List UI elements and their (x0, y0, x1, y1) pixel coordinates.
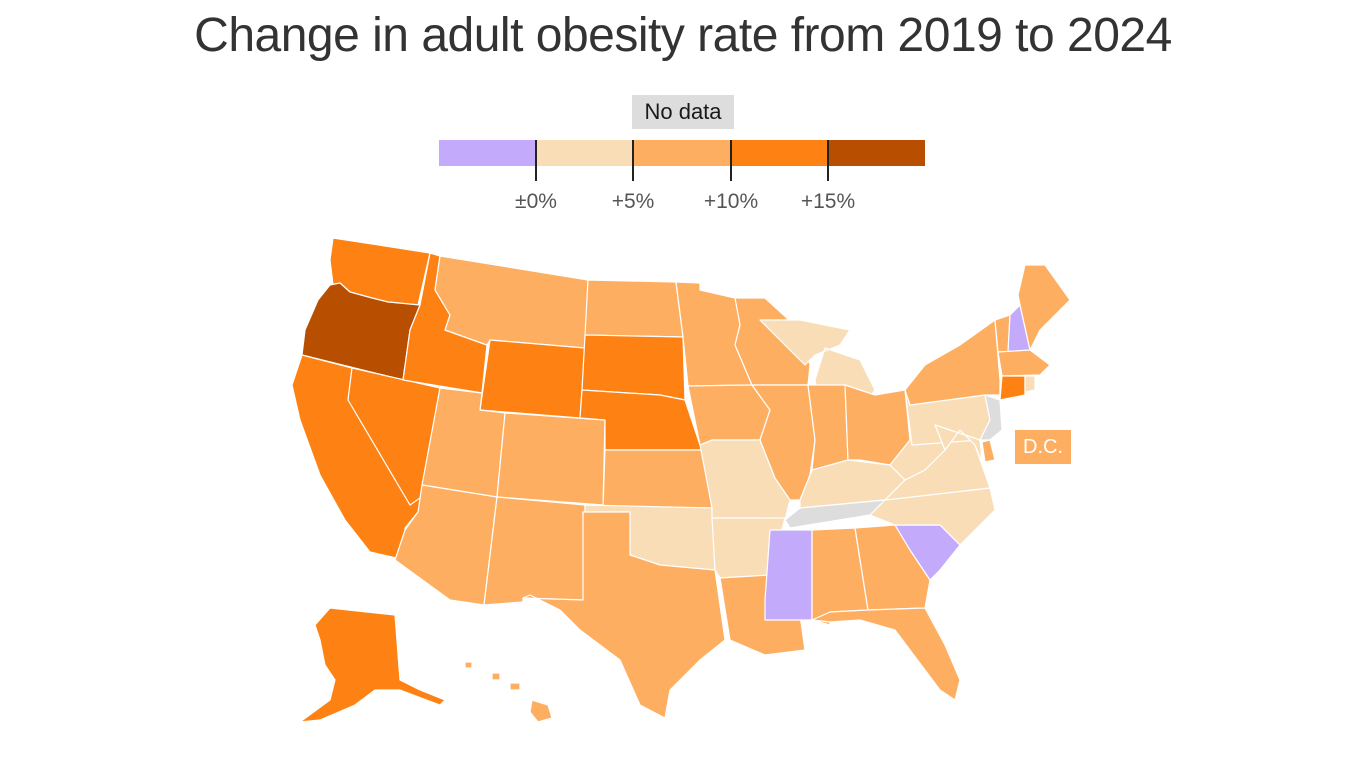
state-wy[interactable] (479, 339, 586, 419)
legend-bin-3 (730, 140, 828, 166)
state-nd[interactable] (584, 279, 684, 338)
state-tx[interactable] (522, 511, 726, 719)
state-ri[interactable] (1024, 375, 1036, 393)
state-mt[interactable] (434, 255, 589, 349)
legend-bin-4 (827, 140, 926, 166)
legend-no-data: No data (632, 95, 734, 129)
chart-title: Change in adult obesity rate from 2019 t… (194, 9, 1172, 62)
state-sd[interactable] (581, 334, 686, 401)
state-in[interactable] (807, 384, 849, 471)
state-co[interactable] (496, 412, 606, 506)
legend-bin-0 (439, 140, 537, 166)
state-nm[interactable] (483, 496, 586, 606)
legend-tick-label: +10% (703, 190, 759, 213)
legend-tick (535, 140, 537, 181)
legend-bin-2 (633, 140, 731, 166)
state-ak[interactable] (299, 607, 446, 723)
state-ma[interactable] (997, 349, 1051, 377)
legend-color-scale (439, 140, 926, 166)
state-fl[interactable] (811, 607, 961, 701)
state-me[interactable] (1017, 264, 1071, 351)
legend-tick-label: +5% (611, 190, 655, 213)
state-ks[interactable] (602, 449, 713, 509)
state-hi[interactable] (464, 661, 553, 723)
state-de[interactable] (981, 439, 996, 463)
legend-tick-label: ±0% (515, 190, 557, 213)
legend-tick (827, 140, 829, 181)
state-nc[interactable] (869, 487, 996, 546)
legend-tick (730, 140, 732, 181)
state-ms[interactable] (764, 529, 813, 621)
legend-tick-label: +15% (800, 190, 856, 213)
legend-bin-1 (536, 140, 634, 166)
state-ia[interactable] (687, 384, 771, 446)
state-md[interactable] (934, 424, 983, 463)
legend-tick (632, 140, 634, 181)
dc-label[interactable]: D.C. (1015, 430, 1071, 464)
state-nv[interactable] (347, 367, 441, 506)
state-ny[interactable] (904, 319, 1001, 406)
state-ct[interactable] (999, 375, 1026, 401)
